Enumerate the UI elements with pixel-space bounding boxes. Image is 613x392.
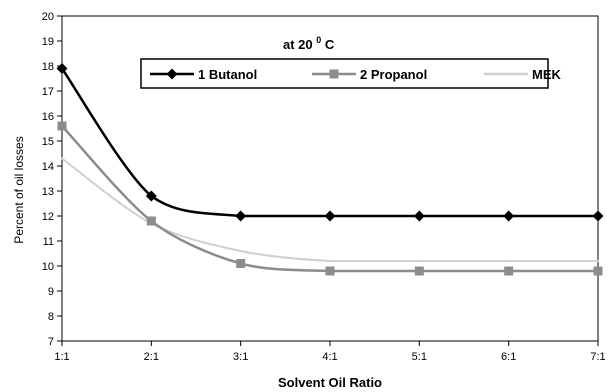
series-layer: [56, 63, 604, 276]
x-tick-label: 7:1: [590, 351, 605, 363]
y-tick-label: 14: [42, 161, 54, 173]
y-tick-label: 15: [42, 136, 54, 148]
legend-label: MEK: [532, 67, 562, 82]
x-tick-label: 2:1: [144, 351, 159, 363]
x-axis-label: Solvent Oil Ratio: [278, 375, 382, 390]
data-point: [593, 266, 603, 276]
y-axis-ticks: 7 8 9 10 11 12 13 14 15 16 17 18 19 20: [42, 11, 62, 348]
series-line: [61, 157, 598, 263]
data-point: [324, 210, 336, 222]
series-mek: [60, 157, 600, 263]
data-point: [239, 249, 242, 253]
y-tick-label: 20: [42, 11, 54, 23]
y-tick-label: 12: [42, 211, 54, 223]
chart-annotation: at 20 0 C: [283, 31, 335, 52]
legend-swatch-marker: [166, 68, 178, 80]
x-tick-label: 4:1: [322, 351, 337, 363]
data-point: [145, 190, 157, 202]
data-point: [57, 121, 67, 131]
series-2-propanol: [57, 121, 603, 276]
data-point: [414, 266, 424, 276]
x-axis-ticks: 1:1 2:1 3:1 4:1 5:1 6:1 7:1: [54, 341, 606, 363]
data-point: [503, 210, 515, 222]
x-tick-label: 6:1: [501, 351, 516, 363]
data-point: [146, 216, 156, 226]
y-axis-label: Percent of oil losses: [12, 136, 26, 243]
y-tick-label: 19: [42, 36, 54, 48]
data-point: [56, 63, 68, 74]
data-point: [592, 210, 604, 222]
data-point: [236, 259, 246, 268]
series-line: [61, 125, 598, 273]
y-tick-label: 13: [42, 186, 54, 198]
annotation-degree: 0: [316, 35, 321, 45]
legend-entry: 1 Butanol: [150, 67, 257, 82]
data-point: [596, 259, 600, 263]
legend-entry: MEK: [484, 67, 562, 82]
series-line: [60, 67, 598, 218]
y-tick-label: 18: [42, 61, 54, 73]
data-point: [60, 157, 64, 160]
annotation-text: at 20: [283, 37, 313, 52]
y-tick-label: 7: [48, 336, 54, 348]
x-tick-label: 5:1: [412, 351, 427, 363]
y-tick-label: 11: [43, 236, 54, 248]
y-tick-label: 10: [42, 261, 54, 273]
data-point: [235, 210, 247, 222]
legend: 1 Butanol 2 Propanol MEK: [140, 58, 562, 89]
legend-label: 1 Butanol: [198, 67, 257, 82]
legend-swatch-marker: [329, 69, 339, 79]
data-point: [413, 210, 425, 222]
annotation-unit: C: [325, 37, 335, 52]
y-tick-label: 16: [42, 111, 54, 123]
series-1-butanol: [56, 63, 604, 222]
data-point: [328, 259, 332, 263]
y-tick-label: 9: [48, 286, 54, 298]
data-point: [507, 259, 510, 263]
y-tick-label: 17: [42, 86, 54, 98]
legend-label: 2 Propanol: [360, 67, 427, 82]
data-point: [504, 266, 514, 276]
x-tick-label: 1:1: [54, 351, 69, 363]
y-tick-label: 8: [48, 311, 54, 323]
data-point: [418, 259, 421, 263]
data-point: [325, 266, 335, 276]
legend-entry: 2 Propanol: [312, 67, 427, 82]
x-tick-label: 3:1: [233, 351, 248, 363]
